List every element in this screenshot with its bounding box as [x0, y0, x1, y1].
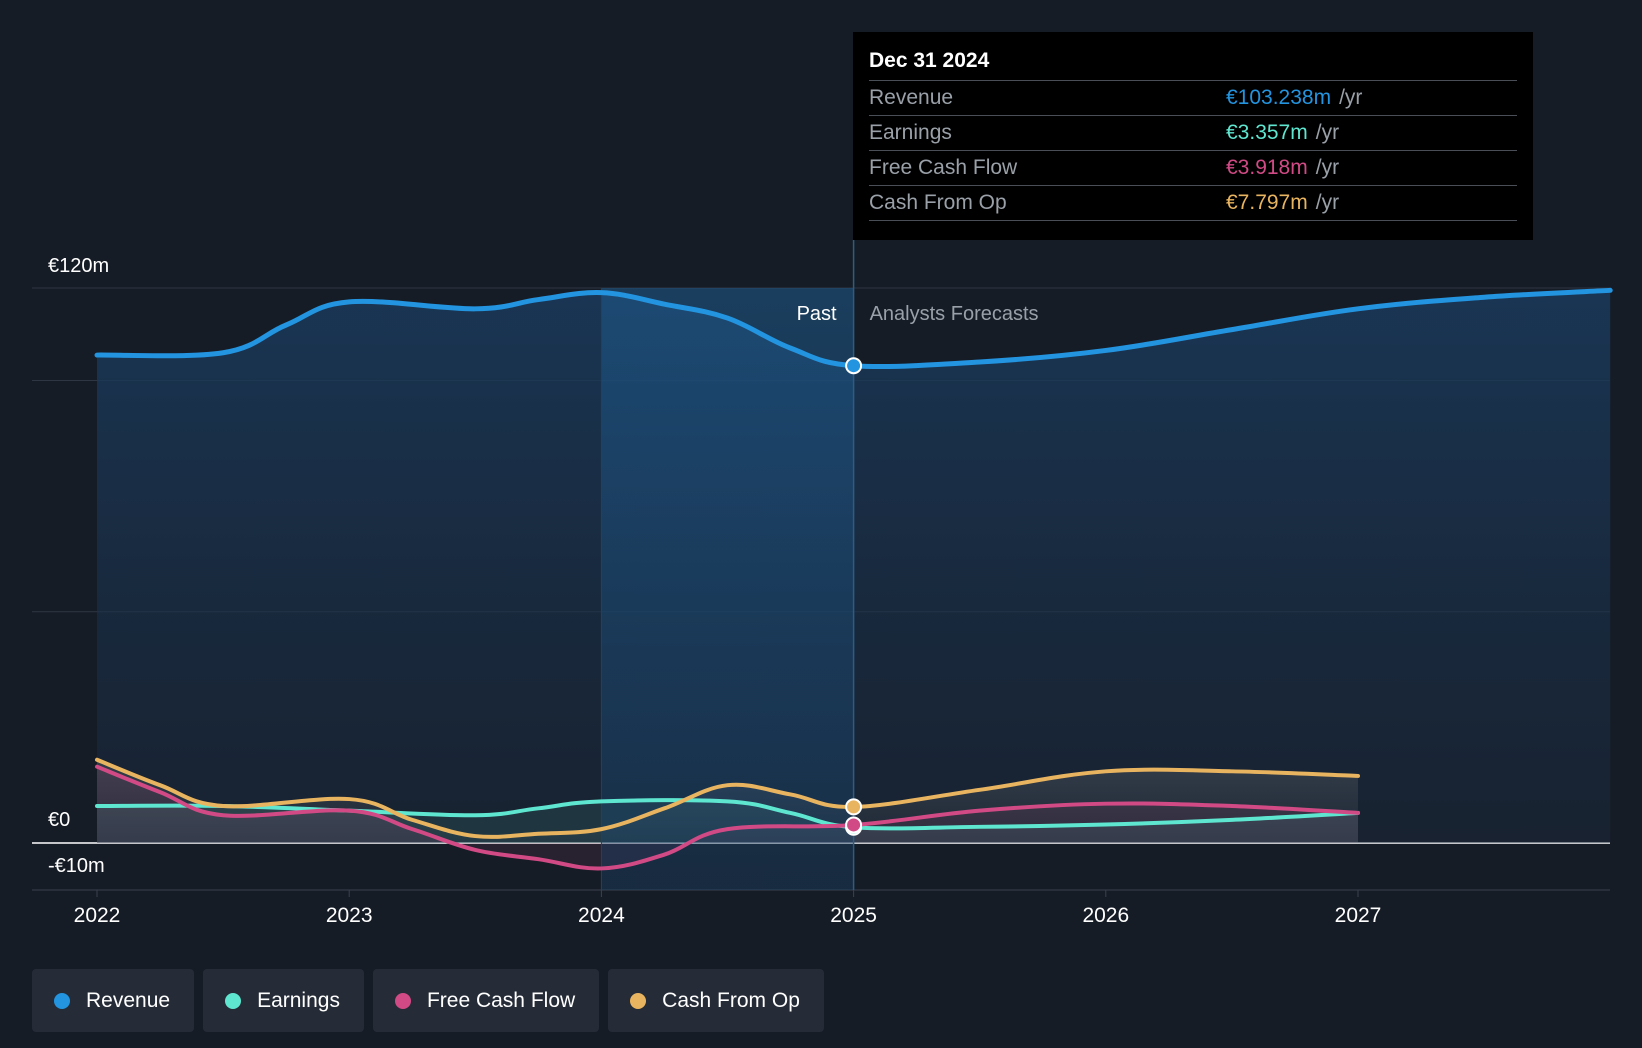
x-axis-ticks: 2022 2023 2024 2025 2026 2027	[74, 890, 1382, 927]
tooltip-panel: Dec 31 2024 Revenue €103.238m /yr Earnin…	[853, 32, 1533, 240]
tooltip-label: Revenue	[869, 86, 954, 109]
legend-label: Revenue	[86, 988, 171, 1012]
legend-label: Cash From Op	[662, 988, 800, 1012]
legend-dot-icon	[225, 992, 242, 1009]
legend-dot-icon	[394, 992, 411, 1009]
legend: Revenue Earnings Free Cash Flow Cash Fro…	[32, 969, 824, 1032]
tooltip-value: €103.238m	[1226, 86, 1332, 109]
tooltip-label: Earnings	[869, 121, 952, 144]
legend-dot-icon	[54, 992, 70, 1009]
x-tick-label: 2025	[830, 904, 877, 927]
tooltip-label: Free Cash Flow	[869, 156, 1018, 179]
revenue-line	[94, 287, 1613, 370]
tooltip-date: Dec 31 2024	[869, 49, 990, 72]
tooltip-row-earnings: Earnings €3.357m /yr	[869, 115, 1517, 150]
tooltip-value: €3.357m	[1226, 121, 1308, 144]
tooltip-unit: /yr	[1315, 191, 1340, 214]
series-markers	[845, 357, 863, 836]
tooltip-value: €7.797m	[1226, 191, 1308, 214]
legend-item-revenue[interactable]: Revenue	[32, 969, 195, 1032]
series-lines	[94, 287, 1613, 871]
legend-item-free-cash-flow[interactable]: Free Cash Flow	[372, 969, 600, 1032]
tooltip-row-free-cash-flow: Free Cash Flow €3.918m /yr	[869, 150, 1517, 185]
legend-label: Earnings	[257, 988, 340, 1012]
past-forecast-divider	[600, 240, 855, 890]
legend-label: Free Cash Flow	[426, 988, 576, 1012]
legend-item-cash-from-op[interactable]: Cash From Op	[608, 969, 824, 1032]
cash-from-op-line	[95, 757, 1360, 839]
axes: €120m €0 -€10m Past Analysts Forecasts	[48, 255, 1039, 877]
x-tick-label: 2024	[578, 904, 625, 927]
y-axis-label-top: €120m	[48, 255, 109, 277]
past-period-highlight	[601, 288, 854, 890]
legend-dot-icon	[630, 992, 647, 1009]
x-tick-label: 2023	[326, 904, 373, 927]
cash-from-op-marker[interactable]	[845, 798, 863, 816]
y-axis-label-bottom: -€10m	[48, 855, 105, 877]
past-label: Past	[797, 303, 837, 325]
tooltip-row-cash-from-op: Cash From Op €7.797m /yr	[869, 185, 1517, 221]
revenue-marker[interactable]	[845, 357, 863, 375]
free-cash-flow-marker[interactable]	[845, 816, 863, 834]
x-tick-label: 2022	[74, 904, 121, 927]
tooltip-unit: /yr	[1315, 156, 1340, 179]
tooltip-label: Cash From Op	[869, 191, 1007, 214]
tooltip-value: €3.918m	[1226, 156, 1308, 179]
legend-item-earnings[interactable]: Earnings	[203, 969, 364, 1032]
tooltip-row-revenue: Revenue €103.238m /yr	[869, 80, 1517, 115]
y-axis-label-zero: €0	[48, 809, 70, 831]
free-cash-flow-area	[97, 766, 1358, 869]
x-tick-label: 2026	[1082, 904, 1129, 927]
tooltip-unit: /yr	[1315, 121, 1340, 144]
tooltip-unit: /yr	[1339, 86, 1363, 109]
forecast-label: Analysts Forecasts	[870, 303, 1039, 325]
x-tick-label: 2027	[1335, 904, 1382, 927]
free-cash-flow-line	[95, 764, 1360, 871]
